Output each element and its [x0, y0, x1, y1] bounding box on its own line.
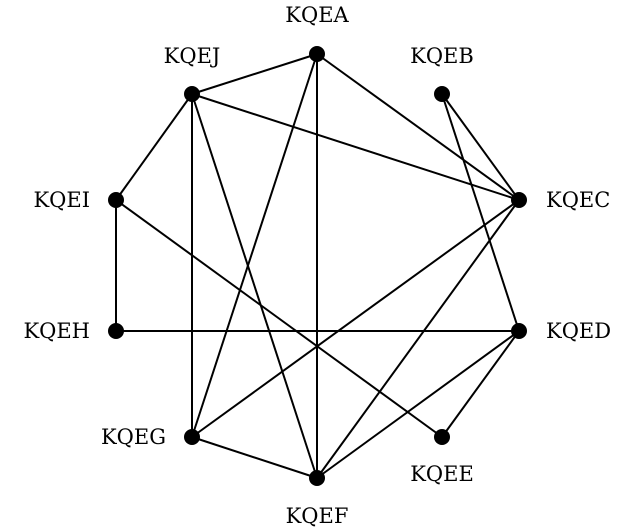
- edge-kqeb-kqec: [442, 94, 519, 200]
- node-dot-kqei: [108, 192, 124, 208]
- node-kqeg: KQEG: [101, 425, 200, 449]
- edge-kqej-kqei: [116, 94, 192, 200]
- edge-kqec-kqef: [317, 200, 519, 478]
- node-dot-kqeh: [108, 323, 124, 339]
- node-label-kqee: KQEE: [410, 462, 474, 486]
- edge-kqei-kqee: [116, 200, 442, 437]
- node-kqeb: KQEB: [410, 44, 474, 102]
- node-dot-kqee: [434, 429, 450, 445]
- node-label-kqeg: KQEG: [101, 425, 166, 449]
- edge-kqea-kqec: [317, 54, 519, 200]
- node-dot-kqeb: [434, 86, 450, 102]
- node-dot-kqej: [184, 86, 200, 102]
- node-label-kqef: KQEF: [286, 504, 349, 528]
- node-kqed: KQED: [511, 319, 611, 343]
- node-dot-kqef: [309, 470, 325, 486]
- node-dot-kqed: [511, 323, 527, 339]
- node-label-kqei: KQEI: [33, 188, 90, 212]
- node-kqee: KQEE: [410, 429, 474, 486]
- edge-kqea-kqeg: [192, 54, 317, 437]
- edges-layer: [116, 54, 519, 478]
- node-label-kqec: KQEC: [546, 188, 610, 212]
- node-kqec: KQEC: [511, 188, 610, 212]
- node-kqei: KQEI: [33, 188, 124, 212]
- node-label-kqeb: KQEB: [410, 44, 474, 68]
- edge-kqeb-kqed: [442, 94, 519, 331]
- node-dot-kqeg: [184, 429, 200, 445]
- node-label-kqea: KQEA: [285, 3, 349, 27]
- node-label-kqed: KQED: [546, 319, 611, 343]
- node-label-kqej: KQEJ: [164, 44, 221, 68]
- edge-kqec-kqeg: [192, 200, 519, 437]
- node-kqej: KQEJ: [164, 44, 221, 102]
- edge-kqed-kqee: [442, 331, 519, 437]
- edge-kqeg-kqef: [192, 437, 317, 478]
- node-dot-kqea: [309, 46, 325, 62]
- node-kqef: KQEF: [286, 470, 349, 528]
- node-label-kqeh: KQEH: [23, 319, 90, 343]
- node-kqeh: KQEH: [23, 319, 124, 343]
- edge-kqej-kqec: [192, 94, 519, 200]
- edge-kqed-kqef: [317, 331, 519, 478]
- edge-kqej-kqef: [192, 94, 317, 478]
- node-dot-kqec: [511, 192, 527, 208]
- node-kqea: KQEA: [285, 3, 349, 62]
